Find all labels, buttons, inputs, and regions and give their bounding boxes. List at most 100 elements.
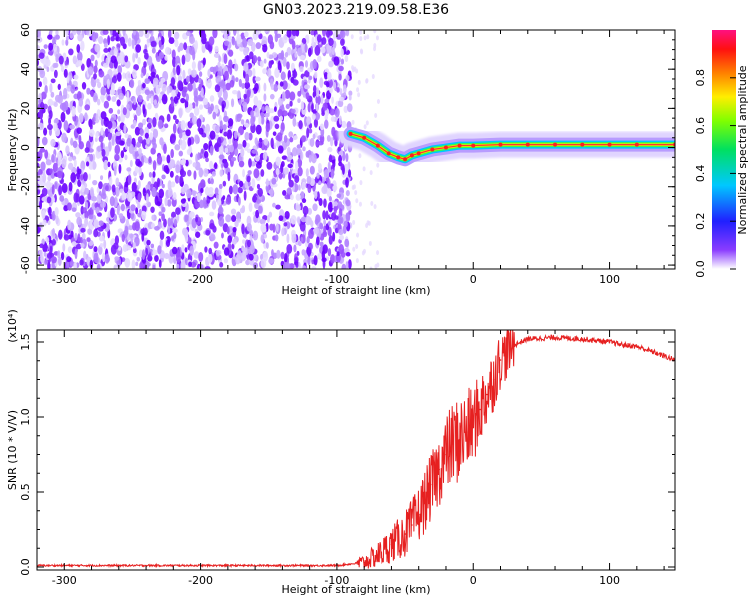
noise-speckle — [107, 120, 113, 130]
noise-speckle — [51, 184, 55, 195]
noise-speckle — [330, 254, 336, 264]
noise-speckle — [286, 61, 290, 70]
noise-speckle — [129, 233, 134, 239]
noise-speckle — [351, 65, 355, 71]
noise-speckle — [128, 225, 134, 231]
noise-speckle — [178, 108, 183, 119]
noise-speckle — [248, 158, 252, 168]
noise-speckle — [242, 104, 248, 112]
noise-speckle — [69, 124, 75, 130]
noise-speckle — [300, 191, 305, 201]
noise-speckle — [80, 227, 86, 233]
noise-speckle — [223, 40, 230, 46]
snr-data-point — [472, 423, 475, 426]
noise-speckle — [124, 258, 131, 268]
noise-speckle — [269, 108, 275, 114]
noise-speckle — [77, 233, 81, 242]
noise-speckle — [227, 35, 233, 41]
noise-speckle — [333, 206, 338, 214]
noise-speckle — [252, 195, 258, 203]
noise-speckle — [67, 162, 74, 170]
noise-speckle — [285, 103, 291, 110]
noise-speckle — [326, 135, 331, 142]
noise-speckle — [317, 252, 323, 260]
noise-speckle — [198, 167, 204, 178]
noise-speckle — [236, 143, 243, 150]
noise-speckle — [314, 45, 321, 56]
signal-point — [403, 157, 408, 162]
noise-speckle — [317, 55, 322, 63]
noise-speckle — [330, 137, 334, 147]
snr-data-point — [404, 533, 406, 535]
noise-speckle — [243, 190, 247, 201]
noise-speckle — [105, 57, 109, 66]
noise-speckle — [336, 251, 340, 257]
noise-speckle — [248, 132, 253, 141]
noise-speckle — [66, 74, 70, 84]
noise-speckle — [373, 43, 377, 49]
noise-speckle — [150, 95, 154, 105]
noise-speckle — [286, 243, 293, 254]
noise-speckle — [223, 70, 229, 81]
noise-speckle — [291, 108, 296, 114]
noise-speckle — [131, 38, 135, 50]
noise-speckle — [242, 168, 245, 178]
noise-speckle — [114, 235, 120, 245]
snr-data-point — [554, 336, 556, 339]
noise-speckle — [282, 189, 287, 196]
noise-speckle — [122, 244, 128, 253]
noise-speckle — [222, 140, 227, 146]
noise-speckle — [318, 198, 323, 206]
noise-speckle — [297, 240, 302, 247]
noise-speckle — [161, 174, 166, 180]
noise-speckle — [198, 77, 202, 84]
noise-speckle — [256, 30, 261, 35]
noise-speckle — [174, 38, 179, 48]
noise-speckle — [188, 261, 193, 267]
noise-speckle — [180, 97, 186, 104]
noise-speckle — [329, 108, 335, 116]
noise-speckle — [66, 85, 72, 92]
noise-speckle — [297, 90, 302, 97]
noise-speckle — [337, 201, 343, 209]
noise-speckle — [325, 210, 329, 221]
noise-speckle — [134, 165, 139, 174]
noise-speckle — [65, 145, 70, 155]
noise-speckle — [124, 55, 129, 63]
noise-speckle — [77, 51, 83, 62]
noise-speckle — [240, 119, 245, 125]
noise-speckle — [135, 261, 139, 267]
colorbar-tick-label: 0.0 — [694, 260, 707, 278]
noise-speckle — [299, 65, 304, 73]
noise-speckle — [114, 256, 120, 261]
noise-speckle — [253, 168, 260, 179]
noise-speckle — [331, 46, 335, 56]
noise-speckle — [113, 47, 118, 56]
noise-speckle — [286, 146, 291, 157]
noise-speckle — [319, 222, 324, 229]
noise-speckle — [238, 78, 242, 88]
noise-speckle — [116, 72, 122, 82]
noise-speckle — [312, 203, 318, 212]
noise-speckle — [45, 180, 52, 190]
noise-speckle — [282, 56, 287, 67]
noise-speckle — [314, 71, 318, 79]
noise-speckle — [275, 204, 281, 210]
noise-speckle — [296, 250, 300, 257]
noise-speckle — [51, 228, 56, 237]
noise-speckle — [203, 142, 209, 151]
noise-speckle — [37, 150, 43, 160]
noise-speckle — [323, 169, 330, 179]
noise-speckle — [38, 249, 43, 257]
noise-speckle — [256, 183, 261, 190]
noise-speckle — [309, 137, 315, 147]
noise-speckle — [340, 48, 344, 58]
noise-speckle — [369, 170, 373, 176]
noise-speckle — [103, 239, 107, 250]
noise-speckle — [116, 43, 121, 49]
noise-speckle — [205, 229, 211, 236]
noise-speckle — [163, 218, 167, 228]
noise-speckle — [44, 84, 48, 94]
noise-speckle — [148, 117, 153, 125]
snr-data-point — [649, 350, 652, 352]
